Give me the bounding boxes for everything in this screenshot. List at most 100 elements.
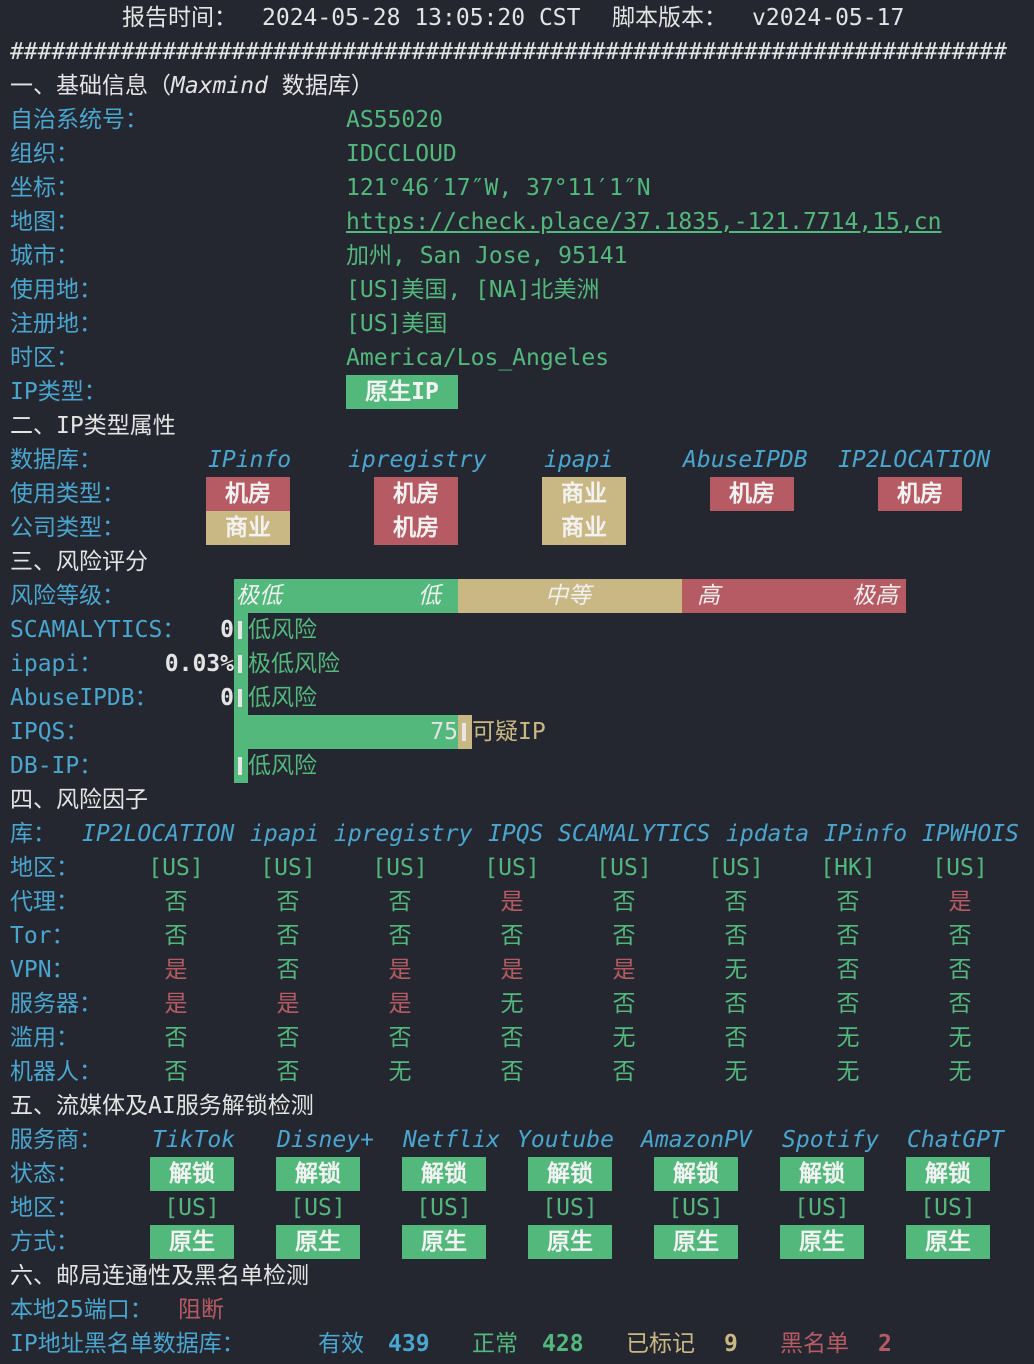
factor-value: 否: [276, 1059, 300, 1085]
risk-score: 0: [220, 617, 234, 643]
basic-title-end: 数据库）: [267, 73, 374, 99]
risk-text: 极低风险: [248, 651, 340, 677]
factor-db-header: IPWHOIS: [922, 821, 1019, 847]
db-header: IPinfo: [208, 447, 292, 473]
version-label: 脚本版本：: [612, 5, 727, 31]
scale-low: 低: [418, 583, 441, 609]
factor-value: 否: [388, 889, 412, 915]
risk-score: 0: [220, 685, 234, 711]
factor-value: 否: [836, 991, 860, 1017]
factor-value: 否: [388, 923, 412, 949]
factor-value: [US]: [148, 855, 204, 881]
factor-value: [HK]: [820, 855, 876, 881]
factor-value: 否: [836, 957, 860, 983]
factor-value: 否: [612, 991, 636, 1017]
usage-badge: 机房: [374, 477, 458, 511]
unlock-method-badge: 原生: [528, 1225, 612, 1259]
factor-value: [US]: [260, 855, 316, 881]
section-streaming-title: 五、流媒体及AI服务解锁检测: [10, 1093, 314, 1119]
service-name: Youtube: [517, 1127, 614, 1153]
basic-value: [US]美国, [NA]北美洲: [346, 277, 600, 303]
valid-count: 439: [388, 1331, 430, 1357]
basic-label: 地图：: [10, 209, 79, 235]
basic-label: 使用地：: [10, 277, 102, 303]
factor-value: 否: [948, 957, 972, 983]
factor-value: 否: [276, 923, 300, 949]
unlock-status-badge: 解锁: [150, 1157, 234, 1191]
risk-pipe: [238, 757, 242, 775]
risk-bar: [234, 715, 458, 749]
normal-count: 428: [542, 1331, 584, 1357]
risk-source-label: DB-IP：: [10, 753, 103, 779]
basic-label: 注册地：: [10, 311, 102, 337]
service-region: [US]: [164, 1195, 220, 1221]
basic-value: [US]美国: [346, 311, 448, 337]
risk-source-label: ipapi：: [10, 651, 103, 677]
factor-value: [US]: [932, 855, 988, 881]
risk-text: 低风险: [248, 753, 317, 779]
factor-label: 地区：: [10, 855, 79, 881]
blacklisted-count: 2: [878, 1331, 892, 1357]
section-basic-title: 一、基础信息（Maxmind 数据库）: [10, 69, 374, 103]
factor-value: 无: [836, 1025, 860, 1051]
section-factors-title: 四、风险因子: [10, 787, 148, 813]
factor-value: 是: [612, 957, 636, 983]
factor-value: 无: [388, 1059, 412, 1085]
method-label: 方式：: [10, 1229, 79, 1255]
port25-label: 本地25端口：: [10, 1297, 153, 1323]
risk-scale-high: [682, 579, 906, 613]
marked-count: 9: [724, 1331, 738, 1357]
usage-badge: 商业: [542, 477, 626, 511]
risk-text: 低风险: [248, 685, 317, 711]
port25-status: 阻断: [178, 1297, 224, 1323]
basic-title-text: 一、基础信息（: [10, 73, 171, 99]
factor-db-header: ipdata: [726, 821, 810, 847]
basic-label: 城市：: [10, 243, 79, 269]
risk-score: 0.03%: [164, 651, 234, 677]
usage-badge: 机房: [710, 477, 794, 511]
factor-value: 否: [612, 889, 636, 915]
unlock-status-badge: 解锁: [780, 1157, 864, 1191]
unlock-method-badge: 原生: [150, 1225, 234, 1259]
factor-value: 否: [948, 923, 972, 949]
factor-value: 否: [612, 923, 636, 949]
factor-value: 否: [948, 991, 972, 1017]
risk-source-label: AbuseIPDB：: [10, 685, 158, 711]
risk-pipe: [238, 655, 242, 673]
factor-value: 无: [948, 1059, 972, 1085]
factor-db-header: IP2LOCATION: [82, 821, 235, 847]
factors-db-label: 库：: [10, 821, 56, 847]
factor-value: 否: [836, 923, 860, 949]
basic-label: 组织：: [10, 141, 79, 167]
factor-label: 代理：: [10, 889, 79, 915]
service-region: [US]: [920, 1195, 976, 1221]
basic-value: 加州, San Jose, 95141: [346, 243, 628, 269]
unlock-status-badge: 解锁: [276, 1157, 360, 1191]
factor-value: 无: [724, 1059, 748, 1085]
factor-value: 否: [724, 923, 748, 949]
factor-value: 是: [164, 957, 188, 983]
service-name: TikTok: [152, 1127, 236, 1153]
service-region: [US]: [290, 1195, 346, 1221]
usage-badge: 机房: [878, 477, 962, 511]
factor-value: 否: [724, 991, 748, 1017]
section-risk-title: 三、风险评分: [10, 549, 148, 575]
basic-value: America/Los_Angeles: [346, 345, 610, 371]
factor-value: 是: [500, 889, 524, 915]
factor-db-header: IPinfo: [824, 821, 908, 847]
factor-value: 否: [500, 1059, 524, 1085]
risk-text: 可疑IP: [472, 719, 546, 745]
factor-value: 无: [724, 957, 748, 983]
factor-label: VPN：: [10, 957, 75, 983]
factor-value: 无: [948, 1025, 972, 1051]
unlock-method-badge: 原生: [402, 1225, 486, 1259]
factor-value: 否: [836, 889, 860, 915]
status-label: 状态：: [10, 1161, 79, 1187]
factor-label: 机器人：: [10, 1059, 102, 1085]
map-link[interactable]: https://check.place/37.1835,-121.7714,15…: [346, 209, 942, 235]
basic-value: IDCCLOUD: [346, 141, 457, 167]
risk-score: 75: [430, 719, 458, 745]
factor-value: 是: [276, 991, 300, 1017]
factor-db-header: ipapi: [250, 821, 320, 847]
factor-value: 否: [164, 1025, 188, 1051]
